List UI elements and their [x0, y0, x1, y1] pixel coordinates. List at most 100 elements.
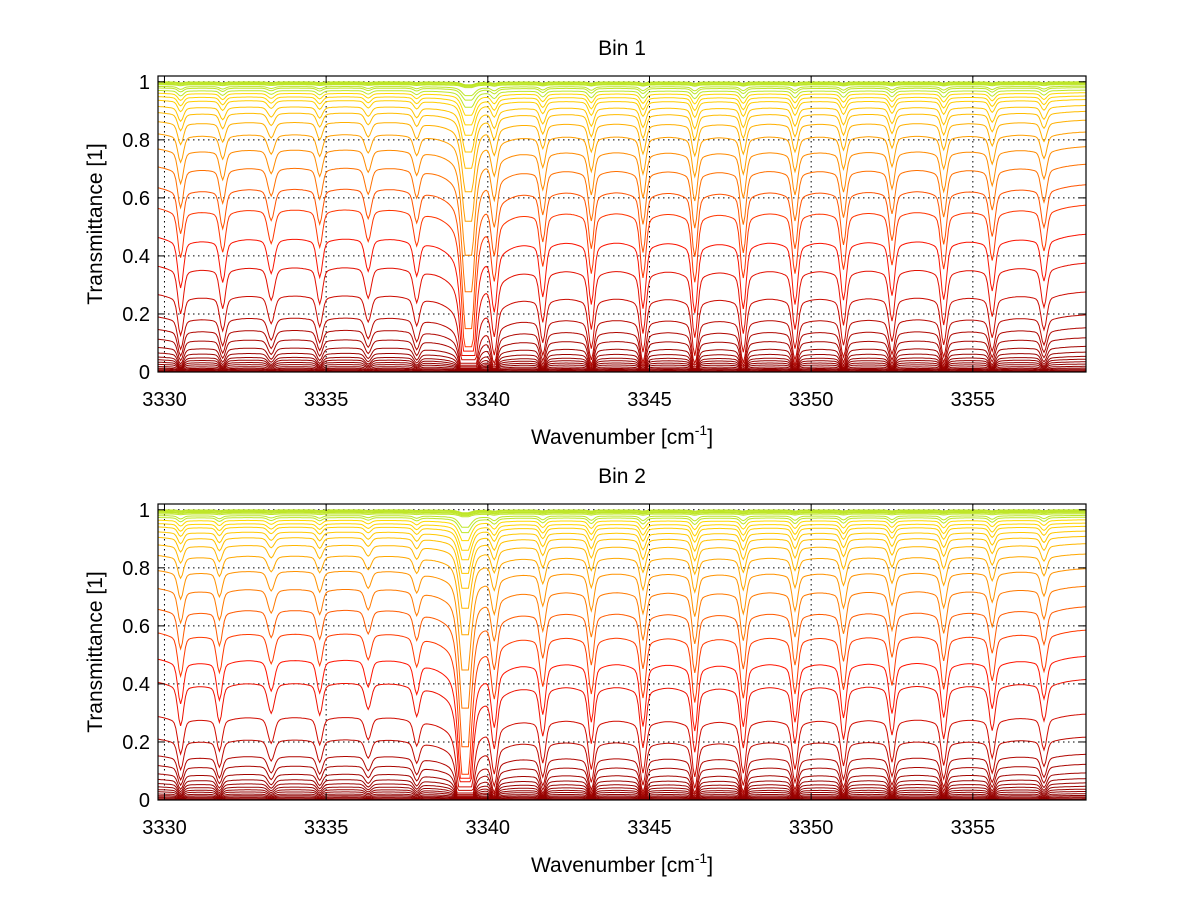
x-tick-label: 3335	[304, 389, 349, 411]
y-tick-label: 0	[139, 362, 150, 384]
x-tick-label: 3340	[466, 389, 511, 411]
chart-title: Bin 2	[598, 465, 646, 488]
x-tick-label: 3345	[627, 389, 672, 411]
spectrum-curve-27	[158, 351, 1086, 370]
spectrum-curve-31	[158, 791, 1086, 800]
y-tick-label: 0.4	[122, 674, 150, 696]
chart-title: Bin 1	[598, 37, 646, 60]
spectrum-curve-14	[158, 543, 1086, 609]
spectrum-curve-1	[158, 81, 1086, 86]
y-tick-label: 0.6	[122, 616, 150, 638]
spectrum-curve-11	[158, 99, 1086, 136]
x-tick-label: 3340	[466, 817, 511, 839]
spectrum-curve-10	[158, 95, 1086, 126]
spectrum-curve-35	[158, 797, 1086, 800]
spectrum-curve-23	[158, 314, 1086, 365]
spectrum-curve-14	[158, 119, 1086, 193]
spectrum-curve-9	[158, 92, 1086, 116]
spectrum-curve-16	[158, 146, 1086, 256]
spectrum-curve-28	[158, 355, 1086, 371]
y-tick-label: 0.8	[122, 130, 150, 152]
spectrum-curve-35	[158, 369, 1086, 372]
spectrum-curve-21	[158, 262, 1086, 356]
spectrum-curve-1	[158, 509, 1086, 514]
spectrum-curve-13	[158, 535, 1086, 589]
y-tick-label: 0.6	[122, 188, 150, 210]
spectrum-curve-22	[158, 713, 1086, 788]
spectrum-curve-30	[158, 361, 1086, 372]
x-axis-label: Wavenumber [cm-1]	[531, 422, 713, 449]
spectrum-curve-22	[158, 291, 1086, 361]
spectrum-curve-12	[158, 105, 1086, 153]
spectrum-curve-32	[158, 365, 1086, 372]
spectrum-curve-11	[158, 525, 1086, 561]
spectrum-curve-15	[158, 131, 1086, 222]
spectrum-curve-16	[158, 568, 1086, 671]
spectrum-curve-9	[158, 519, 1086, 542]
spectrum-curve-26	[158, 345, 1086, 370]
spectrum-curve-6	[158, 513, 1086, 518]
spectrum-curve-34	[158, 796, 1086, 800]
y-axis-label: Transmittance [1]	[84, 571, 107, 732]
axes-frame	[157, 75, 1087, 373]
spectrum-curve-2	[158, 81, 1086, 86]
panel-2: 3330 3335 3340 3345 3350 3355 0 0.2 0.4 0.6 0.8 1 Bi…	[84, 465, 1087, 877]
spectrum-curve-7	[158, 514, 1086, 528]
spectrum-curve-18	[158, 606, 1086, 748]
spectrum-curve-23	[158, 736, 1086, 791]
y-tick-label: 1	[139, 500, 150, 522]
spectrum-curve-29	[158, 358, 1086, 371]
spectrum-curve-3	[158, 510, 1086, 515]
spectrum-curve-31	[158, 363, 1086, 372]
panel-1: 3330 3335 3340 3345 3350 3355 0 0.2 0.4 0.6 0.8 1 Bi…	[84, 37, 1087, 449]
spectra-series	[158, 509, 1086, 800]
y-tick-label: 0.2	[122, 304, 150, 326]
spectrum-curve-5	[158, 512, 1086, 517]
spectrum-curve-26	[158, 772, 1086, 797]
y-axis-label: Transmittance [1]	[84, 143, 107, 304]
x-tick-label: 3355	[951, 389, 996, 411]
x-axis-label-end: ]	[707, 426, 713, 449]
spectrum-curve-8	[158, 89, 1086, 108]
spectrum-curve-17	[158, 163, 1086, 293]
spectrum-curve-27	[158, 778, 1086, 798]
spectrum-curve-8	[158, 516, 1086, 534]
spectrum-curve-20	[158, 655, 1086, 779]
spectrum-curve-7	[158, 87, 1086, 101]
x-tick-label: 3355	[951, 817, 996, 839]
spectrum-curve-20	[158, 233, 1086, 352]
x-tick-label: 3350	[789, 817, 834, 839]
spectrum-curve-21	[158, 679, 1086, 783]
spectrum-curve-30	[158, 788, 1086, 799]
axes-frame	[157, 503, 1087, 801]
x-tick-label: 3350	[789, 389, 834, 411]
spectrum-curve-33	[158, 367, 1086, 372]
x-axis-label-sup: -1	[695, 422, 708, 438]
spectrum-curve-29	[158, 785, 1086, 799]
spectrum-curve-12	[158, 530, 1086, 574]
x-axis-label: Wavenumber [cm-1]	[531, 850, 713, 877]
spectrum-curve-32	[158, 793, 1086, 800]
spectrum-curve-3	[158, 82, 1086, 87]
y-tick-label: 0	[139, 790, 150, 812]
x-tick-label: 3335	[304, 817, 349, 839]
spectrum-curve-19	[158, 629, 1086, 775]
x-axis-label-sup: -1	[695, 850, 708, 866]
spectrum-curve-25	[158, 763, 1086, 796]
x-axis-label-main: Wavenumber [cm	[531, 426, 695, 449]
spectrum-curve-36	[158, 370, 1086, 372]
spectrum-curve-24	[158, 753, 1086, 795]
spectrum-curve-2	[158, 509, 1086, 514]
spectra-series	[158, 81, 1086, 372]
spectrum-curve-28	[158, 782, 1086, 799]
spectrum-curve-18	[158, 184, 1086, 330]
spectrum-curve-6	[158, 85, 1086, 97]
spectrum-curve-34	[158, 368, 1086, 372]
spectrum-curve-36	[158, 798, 1086, 800]
spectrum-curve-19	[158, 204, 1086, 348]
x-tick-label: 3330	[142, 817, 187, 839]
x-axis-label-end: ]	[707, 854, 713, 877]
spectrum-curve-33	[158, 794, 1086, 800]
spectrum-curve-10	[158, 522, 1086, 551]
spectrum-curve-13	[158, 110, 1086, 169]
